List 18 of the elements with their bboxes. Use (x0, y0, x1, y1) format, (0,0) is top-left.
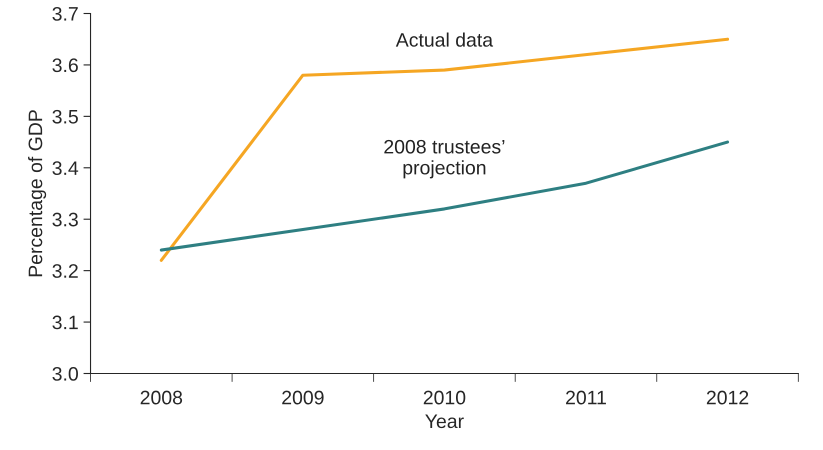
y-tick-label: 3.7 (52, 6, 78, 21)
series-label: 2008 trustees’ projection (384, 140, 504, 178)
x-axis-title: Year (425, 414, 464, 428)
y-tick-label: 3.2 (52, 264, 78, 278)
line-series (160, 140, 730, 252)
y-tick-label: 3.4 (52, 161, 78, 176)
y-axis-title: Percentage of GDP (28, 110, 46, 276)
y-tick-label: 3.0 (52, 366, 78, 381)
x-tick-label: 2012 (706, 390, 748, 404)
y-tick-label: 3.6 (52, 58, 78, 72)
x-tick-label: 2011 (566, 390, 606, 404)
x-tick-label: 2008 (140, 390, 182, 404)
series-label: Actual data (396, 32, 494, 47)
y-tick-label: 3.3 (52, 212, 78, 226)
x-tick-label: 2009 (282, 390, 324, 404)
y-tick-label: 3.1 (52, 316, 78, 330)
y-tick-label: 3.5 (52, 110, 78, 124)
x-tick-label: 2010 (424, 390, 466, 404)
